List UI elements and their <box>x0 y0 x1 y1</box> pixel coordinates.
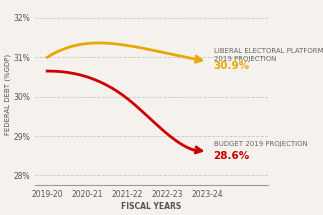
Text: BUDGET 2019 PROJECTION: BUDGET 2019 PROJECTION <box>214 141 307 147</box>
Text: LIBERAL ELECTORAL PLATFORM
2019 PROJECTION: LIBERAL ELECTORAL PLATFORM 2019 PROJECTI… <box>214 48 323 62</box>
Y-axis label: FEDERAL DEBT (%GDP): FEDERAL DEBT (%GDP) <box>4 54 11 135</box>
X-axis label: FISCAL YEARS: FISCAL YEARS <box>121 202 182 211</box>
Text: 30.9%: 30.9% <box>214 61 250 71</box>
Text: 28.6%: 28.6% <box>214 150 250 161</box>
